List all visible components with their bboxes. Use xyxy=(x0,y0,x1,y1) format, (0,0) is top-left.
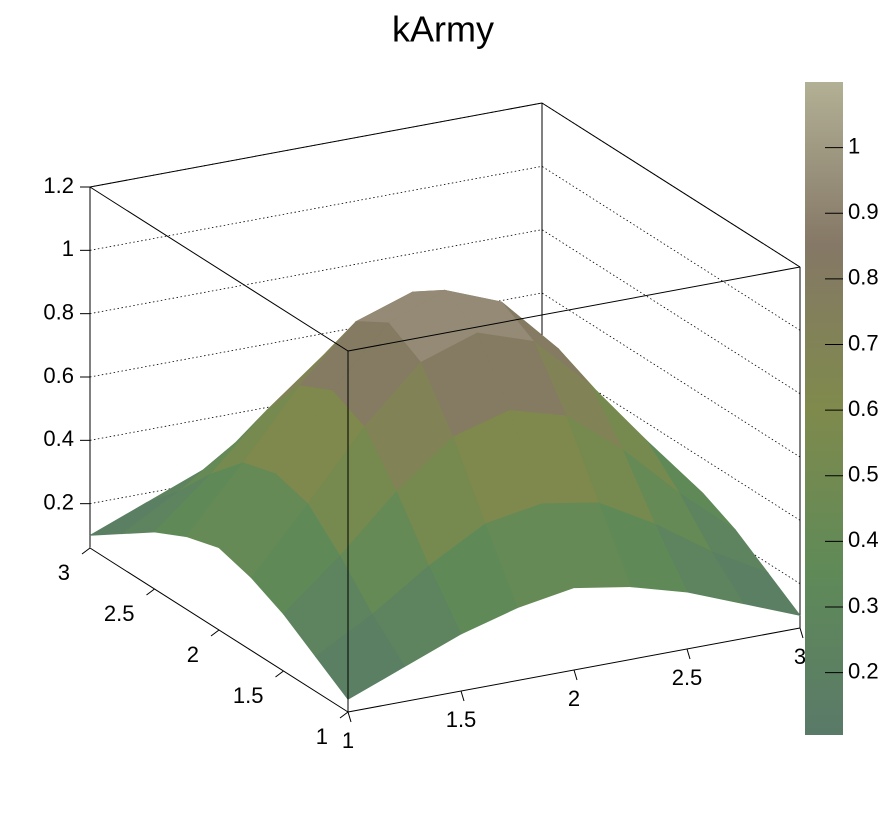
colorbar-tick-label: 0.8 xyxy=(848,265,879,290)
z-tick-label: 1 xyxy=(62,236,74,261)
z-tick-label: 1.2 xyxy=(43,173,74,198)
colorbar-tick-label: 0.3 xyxy=(848,593,879,618)
x-tick-label: 1.5 xyxy=(446,707,477,732)
colorbar xyxy=(805,82,843,735)
colorbar-tick-label: 0.4 xyxy=(848,527,879,552)
y-tick-label: 1.5 xyxy=(233,683,264,708)
colorbar-tick-label: 0.9 xyxy=(848,199,879,224)
grid-line xyxy=(89,102,801,268)
colorbar-tick-label: 0.7 xyxy=(848,330,879,355)
x-tick xyxy=(460,690,465,702)
y-tick-label: 3 xyxy=(58,560,70,585)
y-tick-label: 2 xyxy=(187,642,199,667)
colorbar-tick-label: 1 xyxy=(848,133,860,158)
x-tick-label: 3 xyxy=(794,644,806,669)
x-tick-label: 2.5 xyxy=(672,665,703,690)
chart-title: kArmy xyxy=(392,9,494,50)
y-tick xyxy=(275,670,284,678)
grid-line xyxy=(89,292,801,458)
x-tick xyxy=(573,669,578,681)
y-tick xyxy=(210,629,220,637)
z-tick-label: 0.4 xyxy=(43,426,74,451)
box-edge xyxy=(89,186,349,352)
grid-line xyxy=(89,355,801,521)
y-tick-label: 2.5 xyxy=(104,601,135,626)
z-tick-label: 0.6 xyxy=(43,363,74,388)
z-tick-label: 0.8 xyxy=(43,299,74,324)
z-tick-label: 0.2 xyxy=(43,489,74,514)
y-tick-label: 1 xyxy=(316,724,328,749)
x-tick xyxy=(799,627,804,639)
x-tick-label: 1 xyxy=(342,728,354,753)
colorbar-tick-label: 0.5 xyxy=(848,462,879,487)
y-tick xyxy=(339,711,349,719)
grid-line xyxy=(89,229,801,395)
colorbar-tick-label: 0.2 xyxy=(848,658,879,683)
box-edge xyxy=(347,266,801,352)
y-tick xyxy=(81,547,91,555)
colorbar-tick-label: 0.6 xyxy=(848,396,879,421)
x-tick-label: 2 xyxy=(568,686,580,711)
surface-cell xyxy=(315,613,406,700)
x-tick xyxy=(686,648,691,660)
x-tick xyxy=(347,711,352,723)
grid-line xyxy=(89,165,801,331)
y-tick xyxy=(146,588,155,596)
